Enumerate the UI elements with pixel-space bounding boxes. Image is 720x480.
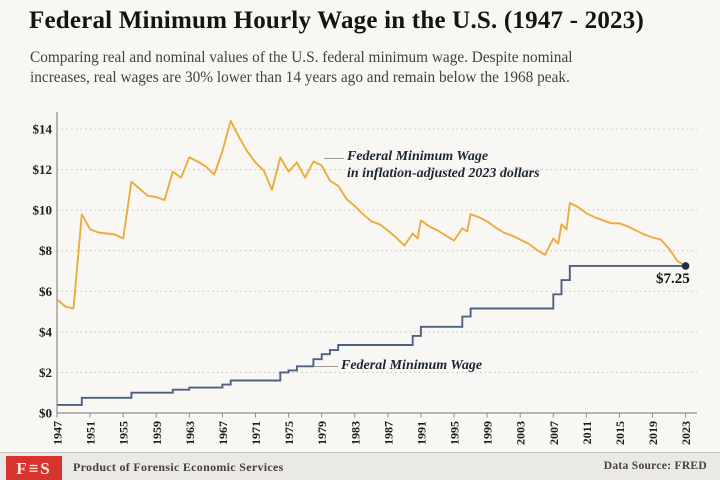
- x-axis-tick-label: 2007: [547, 421, 561, 445]
- x-axis-tick-label: 1951: [84, 421, 98, 445]
- chart-subtitle: Comparing real and nominal values of the…: [30, 48, 572, 88]
- y-axis-tick-label: $12: [33, 162, 53, 177]
- endpoint-value-label: $7.25: [656, 271, 690, 287]
- y-axis-tick-label: $8: [39, 243, 53, 258]
- subtitle-line-1: Comparing real and nominal values of the…: [30, 49, 573, 66]
- nominal-wage-annotation: Federal Minimum Wage: [341, 358, 483, 373]
- y-axis-tick-label: $6: [39, 284, 53, 299]
- page-title: Federal Minimum Hourly Wage in the U.S. …: [29, 7, 644, 34]
- x-axis-tick-label: 1987: [381, 421, 395, 445]
- x-axis-tick-label: 1963: [183, 421, 197, 445]
- x-axis-tick-label: 1975: [282, 421, 296, 445]
- fes-logo: F≡S: [6, 456, 62, 480]
- x-axis-tick-label: 1971: [249, 421, 263, 445]
- footer-bar: F≡S Product of Forensic Economic Service…: [0, 452, 720, 480]
- y-axis-tick-label: $14: [33, 121, 53, 136]
- y-axis-tick-label: $2: [39, 365, 52, 380]
- subtitle-line-2: increases, real wages are 30% lower than…: [30, 69, 570, 86]
- x-axis-tick-label: 1979: [315, 421, 329, 445]
- x-axis-tick-label: 2011: [580, 421, 594, 444]
- x-axis-tick-label: 1967: [216, 421, 230, 445]
- footer-credit-text: Product of Forensic Economic Services: [73, 460, 284, 474]
- footer-data-source: Data Source: FRED: [603, 460, 707, 472]
- x-axis-tick-label: 1999: [481, 421, 495, 445]
- x-axis-tick-label: 2019: [646, 421, 660, 445]
- x-axis-tick-label: 2015: [613, 421, 627, 445]
- x-axis-tick-label: 1959: [150, 421, 164, 445]
- real-wage-annotation: Federal Minimum Wage in inflation-adjust…: [347, 148, 540, 182]
- nominal-wage-line: [57, 264, 686, 406]
- y-axis-tick-label: $10: [33, 203, 53, 218]
- y-axis-tick-label: $0: [39, 406, 52, 421]
- real-annotation-leader-line: [324, 158, 344, 159]
- x-axis-tick-label: 2023: [679, 421, 693, 445]
- real-wage-annotation-line2: in inflation-adjusted 2023 dollars: [347, 166, 540, 181]
- x-axis-tick-label: 1995: [448, 421, 462, 445]
- x-axis-tick-label: 1955: [117, 421, 131, 445]
- x-axis-tick-label: 1947: [51, 421, 65, 445]
- x-axis-tick-label: 2003: [514, 421, 528, 445]
- y-axis-tick-label: $4: [39, 324, 53, 339]
- real-wage-annotation-line1: Federal Minimum Wage: [347, 149, 489, 164]
- x-axis-tick-label: 1983: [348, 421, 362, 445]
- nominal-annotation-leader-line: [315, 366, 338, 367]
- x-axis-tick-label: 1991: [414, 421, 428, 445]
- endpoint-dot: [681, 262, 690, 270]
- real-wage-line: [56, 119, 687, 310]
- wage-chart: $0 $2 $4 $6 $8 $10 $12 $14 1947 1951 1955 1959 1963 1…: [33, 112, 697, 445]
